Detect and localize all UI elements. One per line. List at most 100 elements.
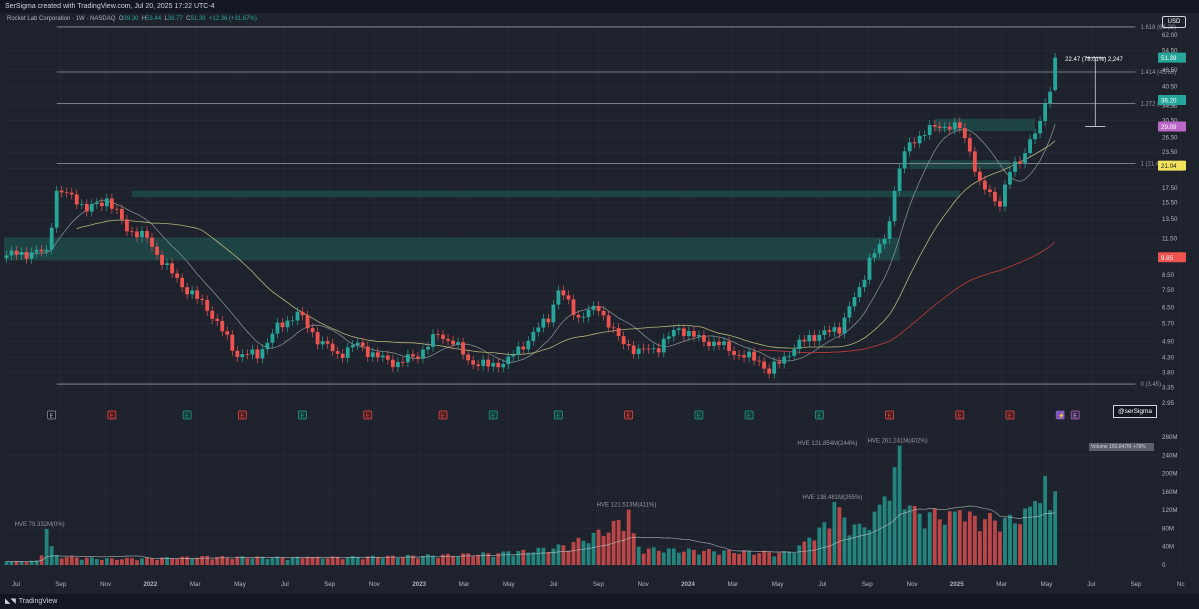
volume-tick-label: 200M	[1162, 471, 1177, 478]
volume-bar	[666, 548, 671, 565]
volume-bar	[697, 554, 701, 565]
candle-body	[676, 328, 681, 331]
volume-tick-label: 160M	[1162, 489, 1177, 496]
event-marker	[47, 410, 57, 420]
candle-body	[1018, 161, 1022, 164]
candle-body	[822, 330, 827, 335]
volume-bar	[325, 558, 330, 565]
grid-lines	[4, 27, 1182, 569]
tradingview-logo[interactable]: ◣◥ TradingView	[5, 597, 57, 605]
volume-bar	[170, 558, 174, 565]
candle-body	[757, 360, 762, 362]
event-marker-label: E	[301, 413, 305, 419]
volume-bar	[712, 551, 716, 565]
volume-bar	[646, 548, 651, 565]
candle-body	[34, 249, 39, 253]
volume-annotation: HVE 121.854M(244%)	[797, 441, 857, 447]
event-marker	[298, 410, 307, 420]
volume-bar	[977, 531, 982, 565]
price-tick-label: 2.95	[1162, 400, 1175, 407]
time-tick-label: Sep	[324, 581, 336, 588]
volume-bar	[737, 553, 741, 565]
candle-body	[245, 354, 250, 355]
time-tick-label: Jul	[281, 581, 289, 588]
volume-bar	[1033, 501, 1037, 565]
volume-bar	[832, 501, 837, 565]
volume-bar	[411, 555, 415, 565]
candle-body	[1013, 161, 1017, 172]
volume-bar	[917, 513, 922, 565]
candle-body	[114, 208, 119, 210]
volume-bar	[922, 528, 927, 565]
volume-bar	[19, 561, 24, 565]
candle-body	[792, 349, 797, 356]
candle-body	[385, 355, 390, 360]
event-marker	[694, 410, 704, 420]
time-tick-label: Nov	[638, 581, 650, 588]
volume-bar	[651, 547, 656, 565]
volume-bar	[140, 558, 144, 565]
tradingview-logo-icon: ◣◥	[5, 598, 16, 605]
event-marker	[182, 410, 192, 420]
candle-body	[421, 349, 425, 359]
currency-button[interactable]: USD	[1162, 16, 1186, 28]
ema-mid-line	[76, 140, 1056, 356]
volume-bar	[626, 509, 631, 565]
volume-bar	[877, 504, 882, 565]
candle-body	[461, 342, 465, 355]
price-tick-label: 4.90	[1162, 339, 1175, 346]
candle-body	[717, 341, 721, 346]
candle-body	[270, 333, 275, 343]
candle-body	[9, 250, 14, 256]
time-tick-label: Mar	[459, 581, 470, 588]
price-chart[interactable]: 1.618 (66.28)1.414 (45.66)1.272 (35.22)1…	[0, 13, 1199, 594]
candle-body	[165, 263, 169, 265]
volume-bar	[446, 553, 450, 565]
volume-bar	[1013, 523, 1017, 565]
volume-bar	[431, 555, 435, 565]
volume-bar	[636, 546, 641, 565]
candle-body	[506, 356, 511, 365]
candle-body	[44, 249, 49, 252]
candle-body	[651, 348, 656, 350]
volume-bar	[596, 529, 601, 565]
time-tick-label: Mar	[190, 581, 201, 588]
volume-tick-label: 80M	[1162, 525, 1174, 532]
volume-bar	[967, 511, 972, 565]
volume-pane: 280M 240M 200M 160M 120M 80M 40M 0 HVE 79.332M(0…	[4, 434, 1177, 569]
volume-bar	[4, 561, 9, 565]
candle-body	[416, 356, 420, 359]
time-tick-label: Jul	[550, 581, 558, 588]
candle-body	[611, 327, 616, 329]
candle-body	[952, 122, 957, 130]
time-tick-label: 2025	[950, 581, 964, 588]
volume-badge: Volume 160.847M +78%	[1089, 443, 1154, 451]
candle-body	[501, 364, 506, 368]
price-tick-label: 15.50	[1162, 200, 1178, 207]
event-marker	[1055, 410, 1065, 420]
event-marker	[363, 410, 373, 420]
candle-body	[807, 335, 812, 342]
candle-body	[320, 341, 325, 345]
event-marker	[1005, 410, 1015, 420]
volume-bar	[927, 512, 932, 565]
event-marker-label: E	[888, 413, 892, 419]
price-tick-label: 34.50	[1162, 103, 1178, 110]
candle-body	[842, 317, 847, 334]
volume-bar	[400, 557, 405, 565]
price-tick-label: 17.50	[1162, 185, 1178, 192]
candle-body	[606, 315, 611, 328]
zone-rect	[131, 190, 960, 198]
volume-bar	[380, 558, 385, 565]
candle-body	[89, 203, 94, 212]
volume-bar	[94, 558, 99, 565]
candle-body	[1003, 184, 1007, 207]
candle-body	[441, 334, 445, 339]
event-marker-label: E	[958, 413, 962, 419]
candle-body	[797, 339, 802, 350]
volume-bar	[185, 556, 190, 565]
candle-body	[837, 327, 842, 334]
candle-body	[767, 368, 772, 374]
volume-tick-label: 0	[1162, 562, 1166, 569]
volume-bar	[516, 551, 521, 565]
